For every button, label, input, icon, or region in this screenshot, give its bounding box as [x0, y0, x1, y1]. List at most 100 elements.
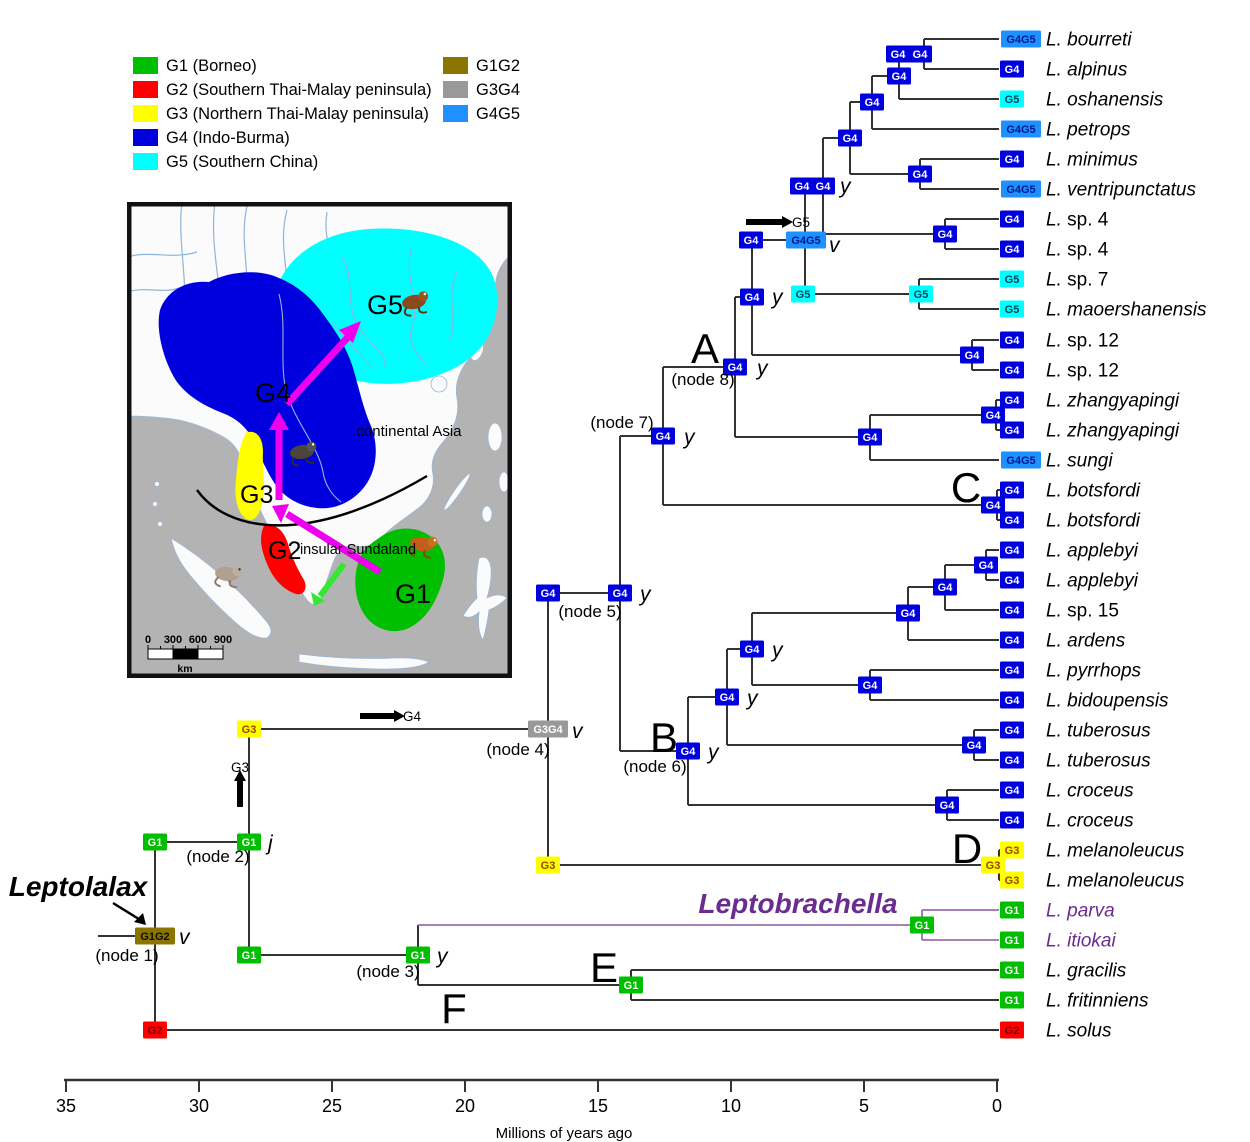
node-badge: G4	[858, 428, 882, 446]
tip-badge: G4G5	[1001, 120, 1041, 138]
scalebar-tick-label: 900	[214, 634, 232, 646]
tip-badge: G4G5	[1001, 30, 1041, 48]
svg-text:G4G5: G4G5	[1006, 124, 1035, 136]
scalebar-tick-label: 300	[164, 634, 182, 646]
node-label: (node 7)	[590, 413, 653, 432]
genus-pointer-arrow	[112, 901, 143, 923]
svg-text:G3: G3	[986, 860, 1001, 872]
node-badge: G3	[536, 856, 560, 874]
svg-text:G4: G4	[863, 432, 879, 444]
node-badge: G1	[237, 946, 261, 964]
species-label: L. croceus	[1046, 811, 1134, 832]
species-label: L. minimus	[1046, 150, 1138, 171]
svg-text:G4: G4	[1005, 395, 1021, 407]
species-label: L. sp. 7	[1046, 270, 1108, 291]
svg-text:G4: G4	[1005, 575, 1021, 587]
legend-label: G3G4	[476, 81, 521, 99]
legend-swatch-g4	[133, 129, 158, 146]
node-badge: G4	[908, 165, 932, 183]
state-annotation: y	[435, 945, 449, 968]
node-badge: G3	[237, 720, 261, 738]
map-arrow-g1-to-g3	[272, 504, 382, 575]
genus-label-leptolalax: Leptolalax	[9, 871, 149, 902]
map-arrow-g4-to-g5	[284, 321, 361, 407]
node-badge: G4	[962, 736, 986, 754]
svg-text:G1: G1	[148, 837, 163, 849]
dispersal-arrow: G3	[231, 760, 249, 807]
tip-badge: G4	[1000, 631, 1024, 649]
state-annotation: y	[682, 426, 696, 449]
tip-badge: G1	[1000, 931, 1024, 949]
species-label: L. sp. 12	[1046, 331, 1119, 352]
node-badge: G1	[237, 833, 261, 851]
tip-badge: G4	[1000, 781, 1024, 799]
node-badge: G4	[960, 346, 984, 364]
dispersal-arrow-label: G4	[403, 709, 422, 724]
scalebar-tick-label: 0	[145, 634, 151, 646]
tip-badge: G4	[1000, 391, 1024, 409]
map-frame	[127, 202, 512, 678]
clade-letter: C	[951, 464, 981, 511]
tip-badge: G4	[1000, 601, 1024, 619]
legend-swatch-g4g5	[443, 105, 468, 122]
species-label: L. alpinus	[1046, 60, 1128, 81]
clade-letter: A	[691, 325, 719, 372]
node-badge: G1	[406, 946, 430, 964]
node-label: (node 2)	[186, 847, 249, 866]
svg-text:G3: G3	[1005, 845, 1020, 857]
node-badge: G4	[608, 584, 632, 602]
clade-letter: B	[650, 714, 678, 761]
dispersal-arrow: G5	[746, 215, 810, 230]
dispersal-arrow-label: G5	[792, 215, 810, 230]
node-badge: G4	[676, 742, 700, 760]
legend-swatch-g1	[133, 57, 158, 74]
node-badge: G4	[981, 496, 1005, 514]
svg-text:G4: G4	[901, 608, 917, 620]
node-label: (node 1)	[95, 946, 158, 965]
map-label-g4: G4	[255, 378, 291, 408]
tip-badge: G4	[1000, 811, 1024, 829]
frog-icon	[290, 441, 317, 467]
svg-text:G1: G1	[915, 920, 930, 932]
species-label: L. zhangyapingi	[1046, 421, 1180, 442]
svg-text:G4: G4	[891, 49, 907, 61]
frog-icon	[402, 291, 429, 317]
axis-title: Millions of years ago	[496, 1125, 633, 1142]
svg-text:G4: G4	[1005, 695, 1021, 707]
tip-badge: G4	[1000, 331, 1024, 349]
species-label: L. pyrrhops	[1046, 661, 1142, 682]
svg-text:G4: G4	[979, 560, 995, 572]
legend-label: G2 (Southern Thai-Malay peninsula)	[166, 81, 432, 99]
species-label: L. ventripunctatus	[1046, 180, 1196, 201]
node-badge: G4	[739, 231, 763, 249]
node-badge: G4	[933, 578, 957, 596]
svg-text:G4: G4	[613, 588, 629, 600]
legend-swatch-g3	[133, 105, 158, 122]
svg-text:G4: G4	[816, 181, 832, 193]
map-label-g5: G5	[367, 290, 403, 320]
svg-text:G1: G1	[242, 837, 257, 849]
node-label: (node 5)	[558, 602, 621, 621]
legend-item-g3g4: G3G4	[443, 81, 520, 99]
svg-text:G5: G5	[1005, 94, 1020, 106]
node-badge: G4	[887, 67, 911, 85]
map-label-g1: G1	[395, 579, 431, 609]
legend-item-g4g5: G4G5	[443, 105, 520, 123]
map-region-g3	[235, 431, 265, 520]
legend-item-g5: G5 (Southern China)	[133, 153, 318, 171]
species-label: L. fritinniens	[1046, 991, 1149, 1012]
node-badge: G4	[935, 796, 959, 814]
svg-text:G5: G5	[1005, 274, 1020, 286]
node-badge: G1G2	[135, 927, 175, 945]
svg-text:G4G5: G4G5	[1006, 184, 1035, 196]
axis-tick-label: 5	[859, 1096, 869, 1116]
genus-label-leptobrachella: Leptobrachella	[698, 888, 897, 919]
legend-item-g2: G2 (Southern Thai-Malay peninsula)	[133, 81, 432, 99]
node-badge: G4	[740, 288, 764, 306]
state-annotation: v	[829, 234, 841, 257]
map-label-continental-asia: continental Asia	[356, 423, 462, 440]
tip-badge: G4	[1000, 210, 1024, 228]
species-label: L. tuberosus	[1046, 721, 1151, 742]
svg-text:G4: G4	[965, 350, 981, 362]
